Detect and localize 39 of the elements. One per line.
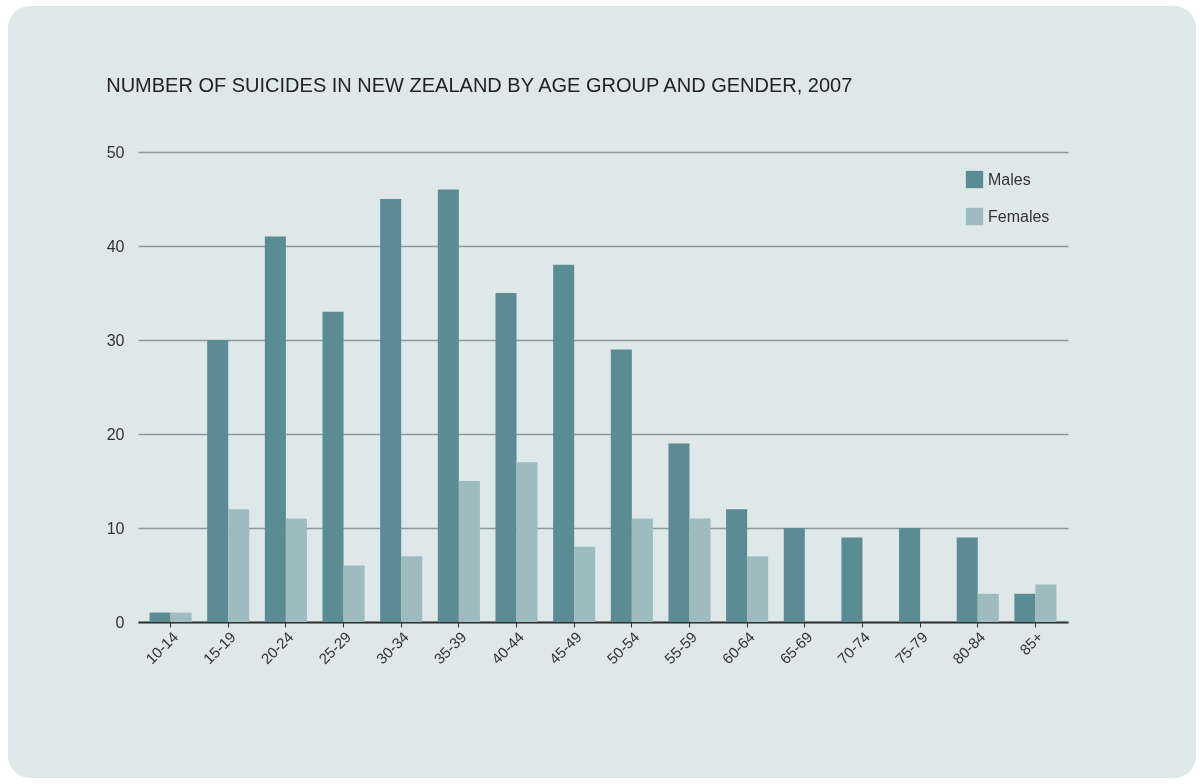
bar — [380, 199, 402, 622]
y-tick-label: 20 — [106, 425, 125, 443]
legend-label: Males — [988, 170, 1031, 188]
bar — [899, 528, 921, 622]
y-tick-label: 10 — [106, 519, 125, 537]
y-tick-label: 50 — [106, 143, 125, 161]
bar — [631, 518, 653, 622]
bar — [574, 546, 596, 622]
x-tick-label: 85+ — [1016, 627, 1047, 659]
bar — [437, 189, 459, 622]
bar — [783, 528, 805, 622]
bar — [956, 537, 978, 622]
bar — [841, 537, 863, 622]
bar — [668, 443, 690, 622]
bar — [1014, 593, 1036, 622]
bar — [207, 340, 229, 622]
bar — [553, 264, 575, 622]
bar — [170, 612, 192, 622]
y-tick-label: 30 — [106, 331, 125, 349]
chart-title: NUMBER OF SUICIDES IN NEW ZEALAND BY AGE GROUP AND GENDER, 2007 — [106, 74, 853, 96]
bar — [264, 236, 286, 622]
legend-label: Females — [988, 207, 1050, 225]
bar — [495, 293, 517, 622]
y-tick-label: 0 — [115, 613, 125, 631]
bar — [228, 509, 250, 622]
bar — [401, 556, 423, 622]
bar — [149, 612, 171, 622]
y-tick-label: 40 — [106, 237, 125, 255]
bar — [610, 349, 632, 622]
bar — [343, 565, 365, 622]
bar — [322, 311, 344, 622]
bar — [689, 518, 711, 622]
bar — [516, 462, 538, 622]
bar — [977, 593, 999, 622]
bar — [726, 509, 748, 622]
bar — [1035, 584, 1057, 622]
bar — [285, 518, 307, 622]
bar — [458, 481, 480, 622]
bar — [747, 556, 769, 622]
